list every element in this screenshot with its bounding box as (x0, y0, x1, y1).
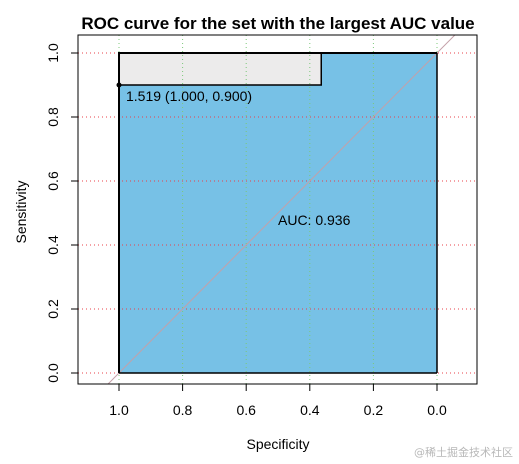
auc-label: AUC: 0.936 (278, 212, 351, 228)
plot-area (78, 35, 477, 384)
y-tick-label: 0.4 (45, 235, 61, 255)
y-axis: 0.0 0.2 0.4 0.6 0.8 1.0 (45, 43, 78, 383)
y-tick-label: 0.8 (45, 107, 61, 127)
x-tick-label: 1.0 (109, 402, 129, 418)
y-tick-label: 0.6 (45, 171, 61, 191)
y-tick-label: 0.2 (45, 299, 61, 319)
x-tick-label: 0.4 (300, 402, 320, 418)
watermark: @稀土掘金技术社区 (414, 446, 513, 459)
x-axis: 1.0 0.8 0.6 0.4 0.2 0.0 (109, 383, 447, 418)
roc-curve (118, 52, 437, 373)
threshold-label: 1.519 (1.000, 0.900) (126, 88, 252, 104)
diagonal-line (107, 35, 456, 384)
x-axis-label: Specificity (246, 436, 309, 452)
y-tick-label: 0.0 (45, 363, 61, 383)
chart-title: ROC curve for the set with the largest A… (81, 14, 474, 33)
y-tick-label: 1.0 (45, 43, 61, 63)
x-tick-label: 0.2 (364, 402, 384, 418)
x-tick-label: 0.6 (236, 402, 256, 418)
y-axis-label: Sensitivity (13, 180, 29, 243)
ci-shape (118, 52, 322, 86)
x-tick-label: 0.0 (427, 402, 447, 418)
threshold-point (116, 82, 122, 88)
x-tick-label: 0.8 (173, 402, 193, 418)
